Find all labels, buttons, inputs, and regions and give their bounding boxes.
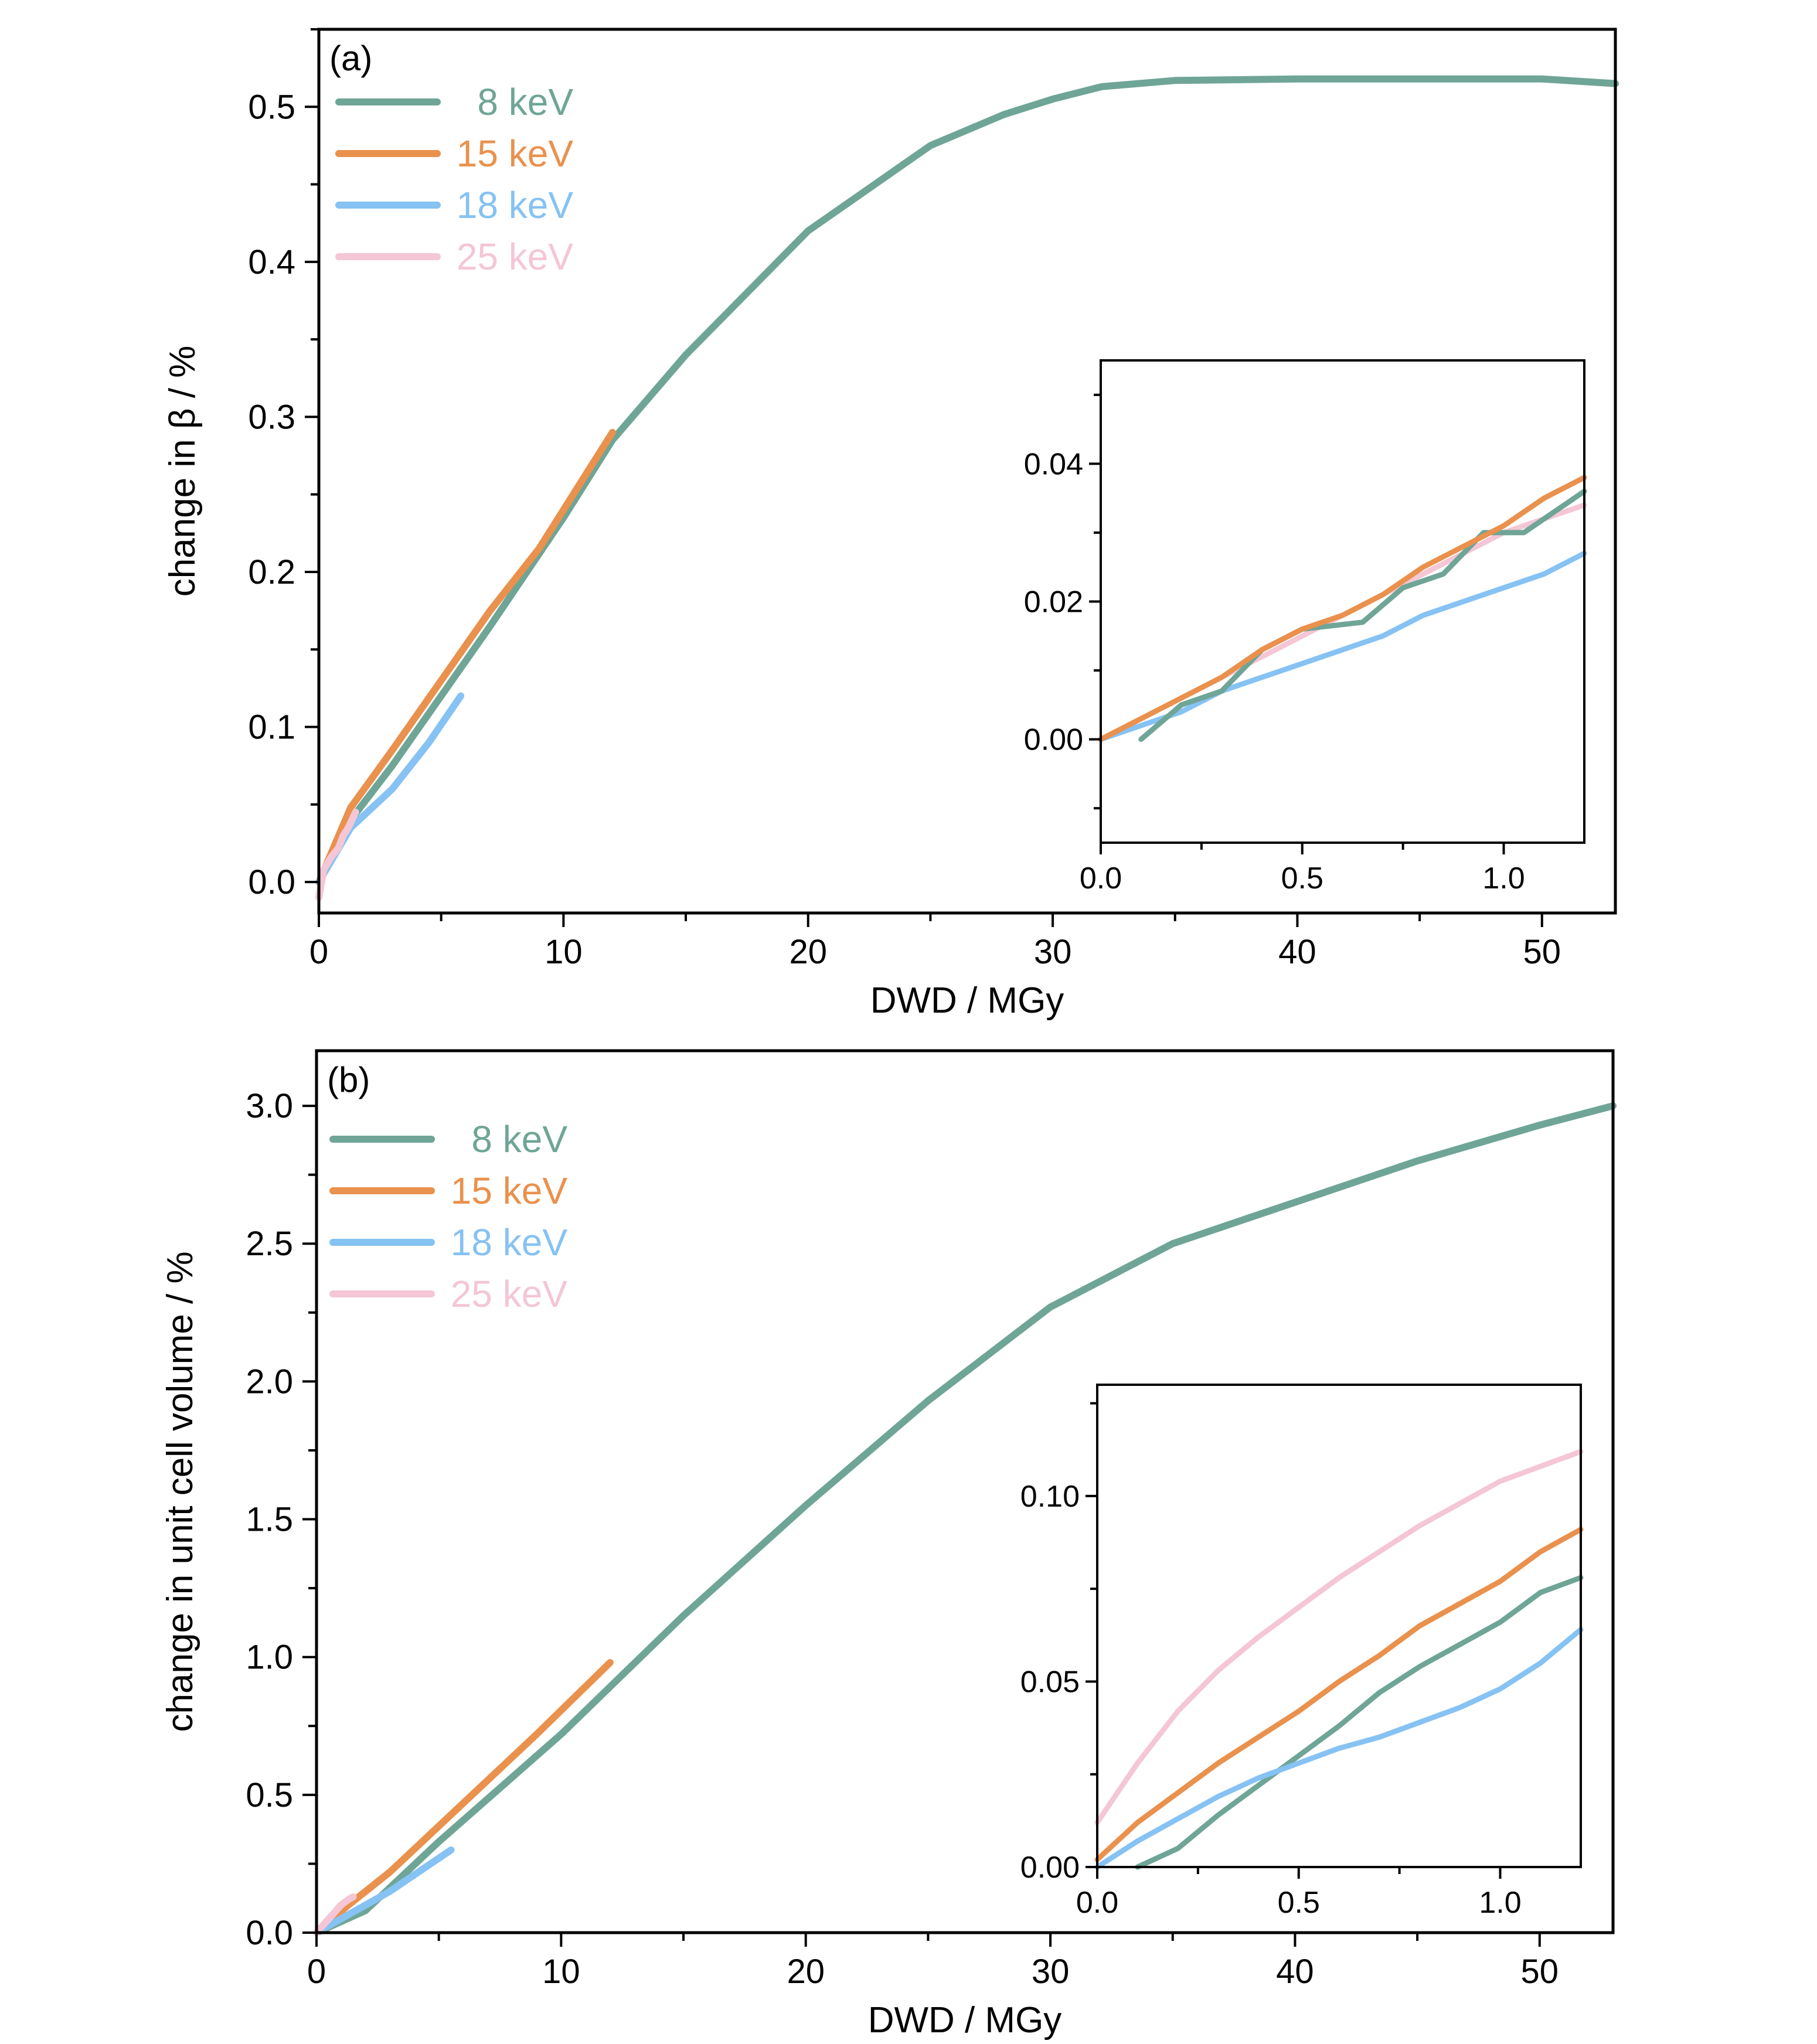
- inset-x-tick-label: 0.5: [1281, 861, 1323, 895]
- y-tick-label: 2.0: [246, 1362, 293, 1401]
- y-tick-label: 2.5: [246, 1225, 293, 1263]
- x-tick-label: 30: [1032, 1953, 1070, 1991]
- series-line-15-kev: [315, 428, 616, 886]
- series-line-15-kev: [313, 1659, 614, 1936]
- inset-x-tick-label: 1.0: [1479, 1886, 1521, 1920]
- x-tick-label: 0: [307, 1953, 326, 1991]
- inset-x-tick-label: 0.5: [1278, 1886, 1320, 1920]
- y-axis-title: change in β / %: [162, 346, 203, 597]
- panel-label: (b): [327, 1060, 370, 1099]
- inset-x-tick-label: 1.0: [1482, 861, 1525, 895]
- y-tick-label: 0.5: [248, 88, 295, 126]
- inset-background: [1097, 1385, 1581, 1867]
- legend-label-8-kev: 8 keV: [471, 1118, 567, 1160]
- series-line-8-kev: [313, 1102, 1617, 1936]
- inset-y-tick-label: 0.00: [1020, 1851, 1080, 1885]
- inset-y-tick-label: 0.02: [1024, 585, 1083, 619]
- plot-frame: [315, 1049, 1615, 1934]
- inset-y-tick-label: 0.00: [1024, 723, 1083, 757]
- panel-a: 0 10 20 30 40 50 0.0 0.1 0.2 0.3 0.4 0.5 DWD / MGy ch…: [162, 28, 1619, 1021]
- x-tick-label: 50: [1523, 933, 1561, 971]
- inset-series-line-25-kev: [1094, 1449, 1584, 1825]
- y-tick-label: 1.5: [246, 1501, 293, 1539]
- series-line-25-kev: [313, 1893, 357, 1936]
- x-tick-label: 20: [787, 1953, 825, 1991]
- series-line-8-kev: [315, 75, 1619, 886]
- x-tick-label: 40: [1278, 933, 1316, 971]
- inset-series-line-18-kev: [1094, 1627, 1584, 1870]
- x-tick-label: 40: [1276, 1953, 1314, 1991]
- x-tick-label: 0: [309, 933, 328, 971]
- inset-y-tick-label: 0.10: [1020, 1480, 1080, 1514]
- inset-x-tick-label: 0.0: [1080, 861, 1122, 895]
- y-tick-label: 0.4: [248, 243, 295, 281]
- series-line-18-kev: [313, 1846, 455, 1936]
- x-tick-label: 30: [1034, 933, 1072, 971]
- legend-label-15-kev: 15 keV: [457, 132, 574, 175]
- inset-x-tick-label: 0.0: [1076, 1886, 1118, 1920]
- legend-label-18-kev: 18 keV: [451, 1221, 568, 1263]
- y-tick-label: 0.3: [248, 398, 295, 436]
- x-tick-label: 10: [542, 1953, 580, 1991]
- panel-label: (a): [329, 39, 372, 78]
- y-axis-title: change in unit cell volume / %: [160, 1251, 200, 1732]
- y-tick-label: 0.2: [248, 553, 295, 591]
- y-tick-label: 1.0: [246, 1638, 293, 1677]
- inset-series-line-8-kev: [1135, 1575, 1584, 1870]
- inset-series-line-15-kev: [1098, 475, 1587, 742]
- inset-y-tick-label: 0.05: [1020, 1665, 1080, 1699]
- legend-label-8-kev: 8 keV: [477, 81, 573, 123]
- x-tick-label: 10: [545, 933, 583, 971]
- inset-frame: [1096, 1384, 1582, 1868]
- legend-label-15-kev: 15 keV: [451, 1170, 568, 1212]
- inset-series-line-18-kev: [1098, 550, 1587, 742]
- legend-label-25-kev: 25 keV: [451, 1273, 568, 1315]
- series-line-25-kev: [315, 809, 359, 901]
- inset-background: [1101, 360, 1584, 843]
- legend-label-25-kev: 25 keV: [457, 236, 574, 278]
- x-axis-title: DWD / MGy: [870, 980, 1064, 1021]
- inset-series-line-8-kev: [1138, 488, 1587, 742]
- inset-series-line-15-kev: [1094, 1527, 1584, 1862]
- x-tick-label: 50: [1521, 1953, 1559, 1991]
- y-tick-label: 0.1: [248, 708, 295, 747]
- legend-label-18-kev: 18 keV: [457, 184, 574, 226]
- x-axis-title: DWD / MGy: [868, 2000, 1062, 2040]
- inset-y-tick-label: 0.04: [1024, 447, 1083, 481]
- y-tick-label: 0.0: [248, 863, 295, 901]
- inset-plot: 0.0 0.5 1.0 0.00 0.05 0.10: [1020, 1384, 1584, 1920]
- y-tick-label: 0.0: [246, 1914, 293, 1952]
- y-tick-label: 3.0: [246, 1087, 293, 1125]
- y-tick-label: 0.5: [246, 1776, 293, 1814]
- x-tick-label: 20: [789, 933, 827, 971]
- inset-plot: 0.0 0.5 1.0 0.00 0.02 0.04: [1024, 359, 1587, 895]
- panel-b: 0 10 20 30 40 50 0.0 0.5 1.0 1.5 2.0 2.5 3.0 DWD / MG…: [160, 1049, 1617, 2040]
- plot-frame: [317, 28, 1617, 915]
